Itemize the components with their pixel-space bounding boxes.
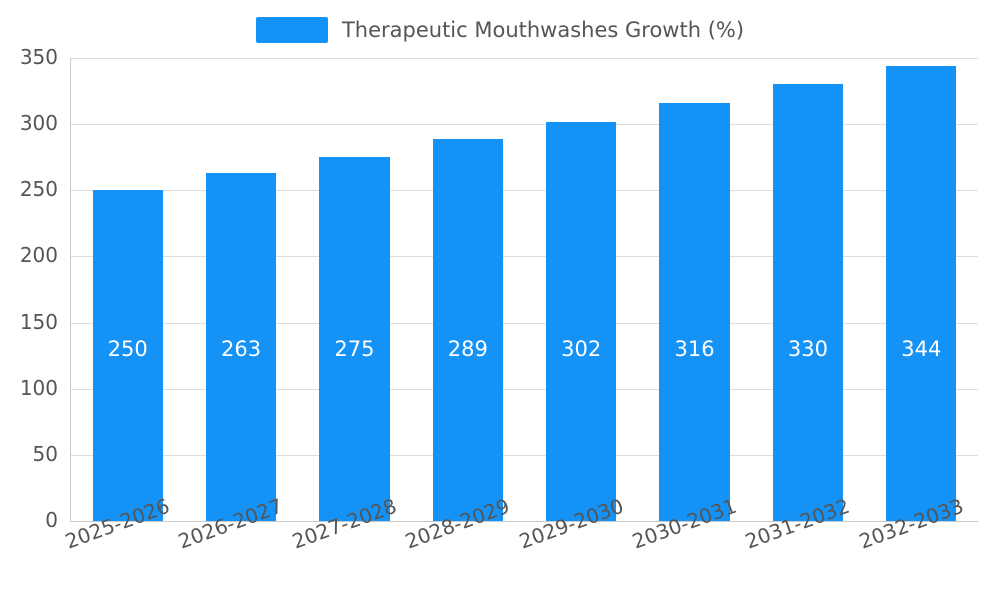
bar-slot: 330 — [751, 58, 864, 521]
bar[interactable]: 344 — [886, 65, 957, 521]
y-axis-tick-label: 200 — [19, 243, 58, 268]
bar-value-label: 250 — [107, 337, 148, 361]
gridline — [71, 388, 978, 390]
legend-color-swatch — [255, 17, 328, 43]
y-axis-tick-label: 150 — [19, 309, 58, 334]
legend-item-therapeutic-mouthwashes-growth[interactable]: Therapeutic Mouthwashes Growth (%) — [255, 17, 745, 43]
bar-slot: 316 — [638, 58, 751, 521]
bar-value-label: 263 — [221, 337, 262, 361]
gridline — [71, 454, 978, 456]
bar-value-label: 344 — [901, 337, 942, 361]
chart-legend: Therapeutic Mouthwashes Growth (%) — [0, 10, 1000, 50]
gridline — [71, 190, 978, 192]
bar[interactable]: 330 — [772, 84, 844, 521]
bar-slot: 289 — [411, 58, 524, 521]
plot-area: 250 263 275 289 302 316 330 344 — [70, 58, 978, 522]
bar-value-label: 289 — [447, 337, 488, 361]
gridline — [71, 322, 978, 324]
gridline — [71, 58, 978, 59]
bar-slot: 250 — [71, 58, 184, 521]
bar-slot: 275 — [298, 58, 411, 521]
y-axis-tick-label: 300 — [19, 111, 58, 136]
y-axis-tick-label: 50 — [32, 441, 58, 466]
bar[interactable]: 263 — [205, 173, 277, 521]
bar-value-label: 330 — [787, 337, 828, 361]
y-axis-tick-label: 0 — [45, 508, 58, 532]
bar[interactable]: 316 — [659, 102, 730, 521]
bar-value-label: 302 — [561, 337, 602, 361]
bar-series: 250 263 275 289 302 316 330 344 — [71, 58, 978, 521]
bar-slot: 302 — [525, 58, 638, 521]
gridline — [71, 256, 978, 258]
bar[interactable]: 289 — [432, 138, 503, 521]
bar[interactable]: 275 — [319, 157, 390, 521]
bar-value-label: 316 — [674, 337, 715, 361]
y-axis-tick-label: 100 — [19, 375, 58, 400]
bar[interactable]: 250 — [92, 190, 163, 521]
y-axis-tick-label: 350 — [19, 45, 58, 69]
bar[interactable]: 302 — [546, 121, 617, 521]
bar-value-label: 275 — [334, 337, 375, 361]
legend-label: Therapeutic Mouthwashes Growth (%) — [341, 18, 745, 42]
gridline — [71, 124, 978, 126]
bar-slot: 263 — [184, 58, 297, 521]
bar-slot: 344 — [865, 58, 978, 521]
y-axis-tick-label: 250 — [19, 177, 58, 202]
